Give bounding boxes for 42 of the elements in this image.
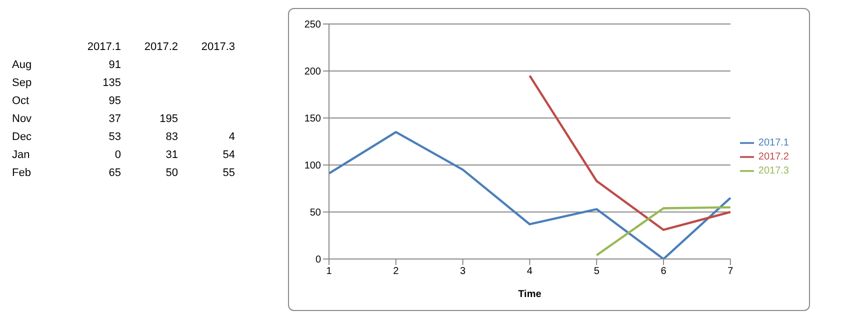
x-tick-label: 7: [728, 266, 734, 278]
y-tick-label: 150: [304, 114, 322, 125]
x-tick-label: 5: [594, 266, 600, 278]
category-label: Jan: [12, 149, 30, 161]
text: 50: [166, 167, 178, 179]
text: 195: [160, 113, 178, 125]
category-label: Sep: [12, 77, 32, 89]
category-label: Aug: [12, 59, 32, 71]
text: 53: [108, 131, 121, 143]
line-series: [528, 74, 732, 231]
category-label: Oct: [12, 95, 30, 107]
x-tick-label: 4: [526, 266, 533, 278]
x-tick-label: 1: [326, 266, 332, 278]
y-tick-label: 50: [310, 208, 322, 219]
category-label: Dec: [12, 131, 32, 143]
legend-label: 2017.2: [758, 151, 789, 162]
legend-label: 2017.3: [758, 165, 789, 176]
text: 0: [114, 149, 121, 161]
text: 83: [166, 131, 178, 143]
text: 37: [108, 113, 121, 125]
legend-label: 2017.1: [758, 137, 789, 148]
x-axis-title: Time: [518, 289, 542, 300]
category-label: 2017.3: [201, 41, 235, 53]
text: 55: [222, 167, 235, 179]
x-tick-label: 2: [393, 266, 400, 278]
x-tick-label: 3: [460, 266, 466, 278]
y-tick-label: 0: [315, 254, 322, 266]
category-label: Nov: [12, 113, 32, 125]
text: 91: [108, 59, 121, 71]
y-tick-label: 250: [304, 20, 322, 31]
y-tick-label: 200: [304, 66, 322, 78]
text: 65: [108, 167, 121, 179]
y-tick-label: 100: [304, 160, 322, 172]
category-label: 2017.2: [144, 41, 178, 53]
text: 54: [222, 149, 235, 161]
text: 31: [166, 149, 178, 161]
text: 95: [108, 95, 121, 107]
text: 135: [102, 77, 121, 89]
category-label: 2017.1: [87, 41, 121, 53]
category-label: Feb: [12, 167, 31, 179]
text: 4: [228, 131, 235, 143]
x-tick-label: 6: [660, 266, 667, 278]
